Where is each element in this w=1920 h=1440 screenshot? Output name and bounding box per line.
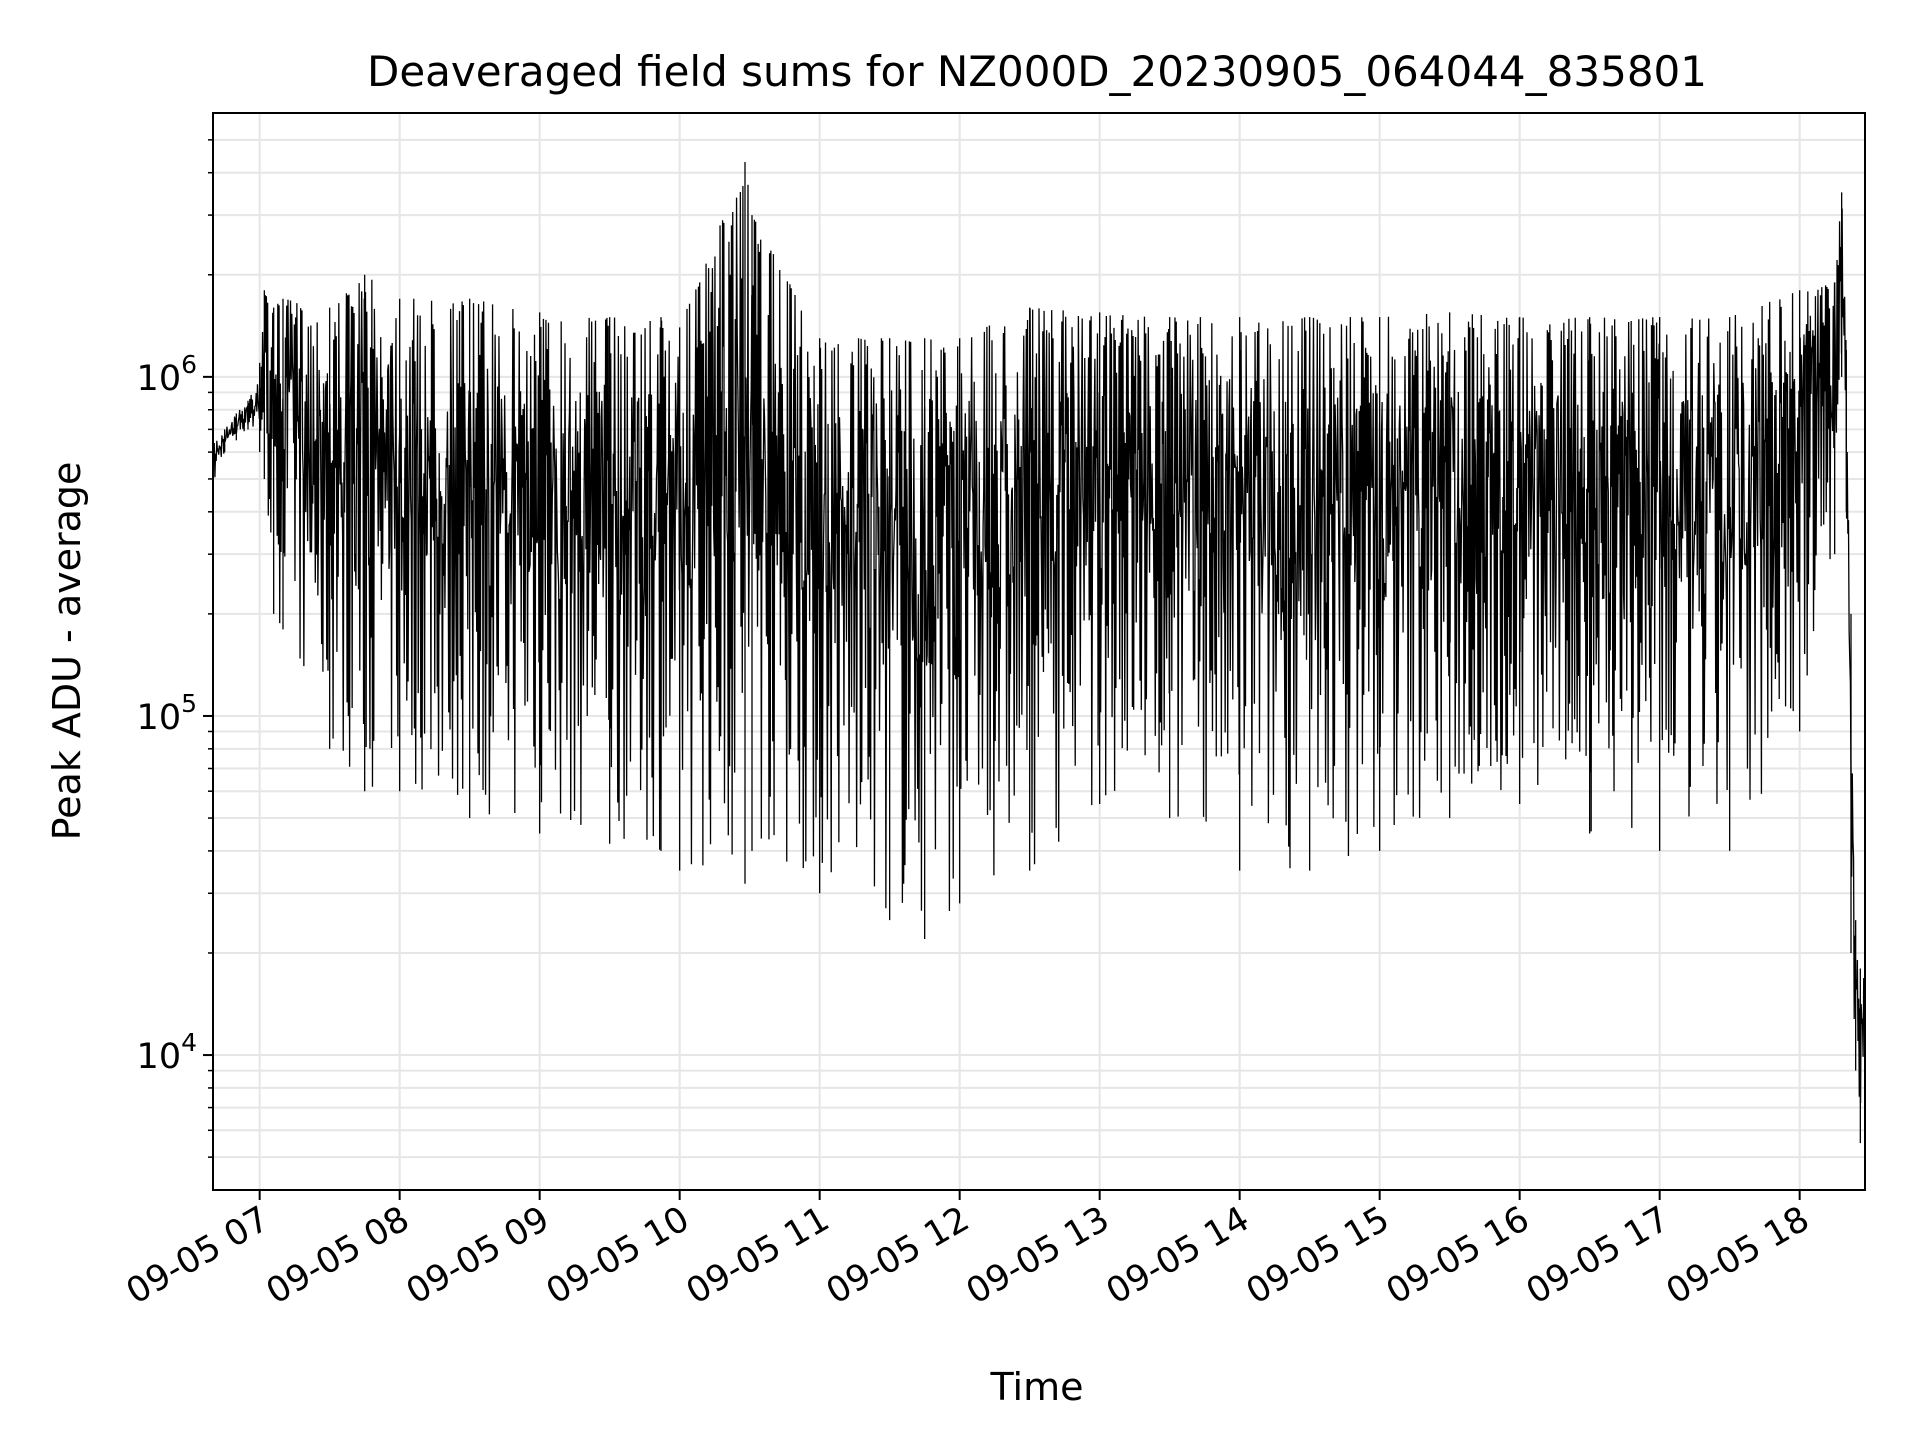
x-axis-label: Time: [990, 1365, 1084, 1409]
y-axis-label: Peak ADU - average: [45, 462, 89, 841]
y-tick-label: 106: [137, 350, 197, 399]
chart-title: Deaveraged field sums for NZ000D_2023090…: [367, 47, 1707, 96]
y-tick-label: 105: [137, 689, 197, 738]
axes-frame: [212, 112, 1866, 1191]
y-tick-label: 104: [137, 1028, 197, 1077]
y-axis: 104 105 106: [137, 139, 213, 1158]
plot-area: [212, 162, 1866, 1144]
